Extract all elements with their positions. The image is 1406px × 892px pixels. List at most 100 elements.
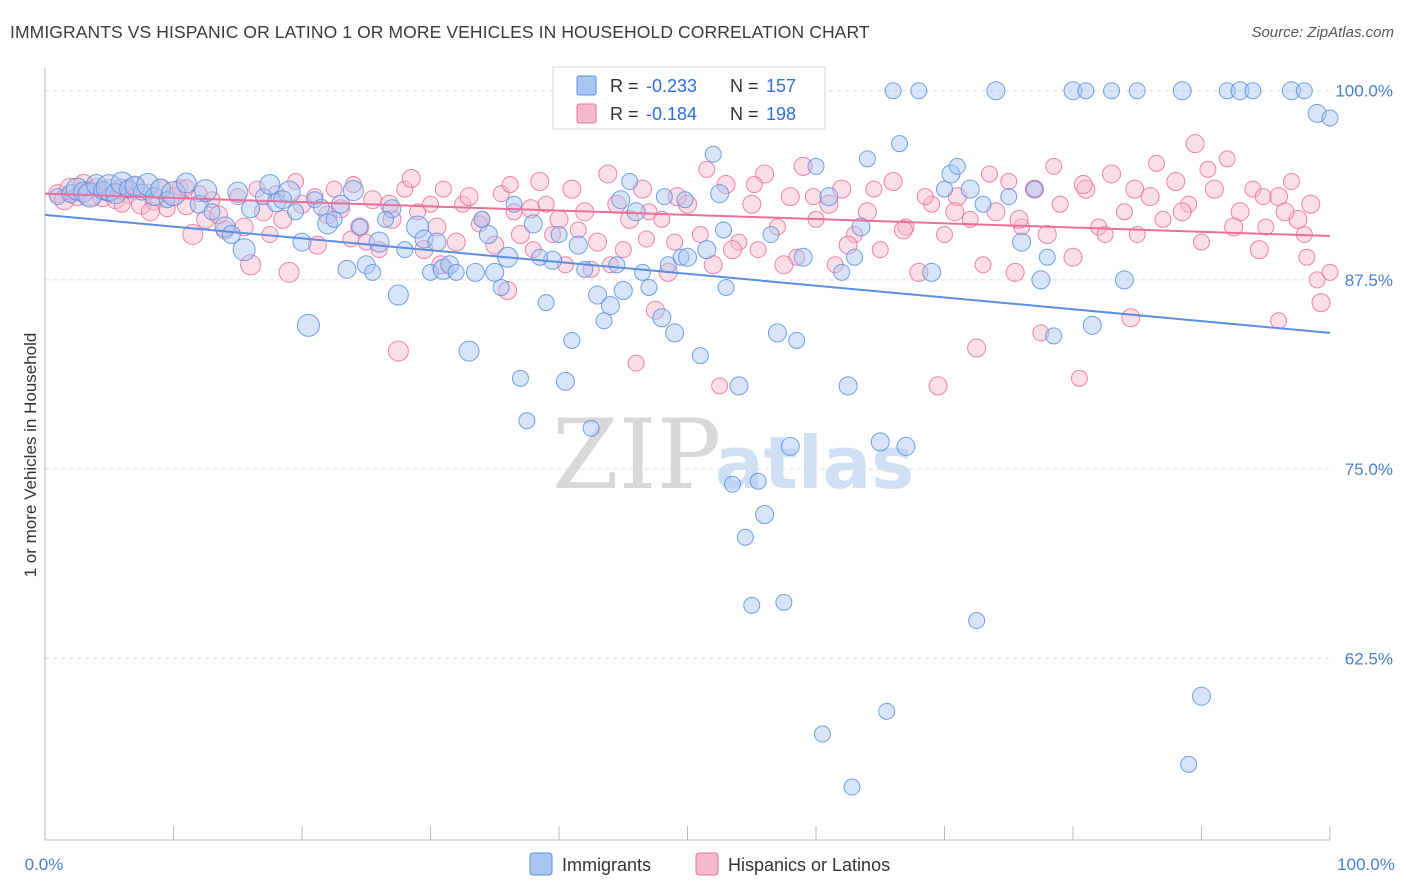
immigrants-point-47 (414, 229, 434, 249)
hispanics-point-169 (1073, 175, 1093, 195)
immigrants-point-71 (595, 312, 613, 330)
hispanics-point-150 (501, 176, 519, 194)
hispanics-point-115 (1000, 173, 1018, 191)
immigrants-point-66 (563, 331, 581, 349)
hispanics-point-116 (1005, 262, 1025, 282)
immigrants-point-133 (1218, 82, 1236, 100)
immigrants-point-107 (884, 82, 902, 100)
hispanics-point-123 (1070, 369, 1088, 387)
hispanics-point-48 (401, 169, 421, 189)
immigrants-point-57 (492, 278, 510, 296)
immigrants-point-42 (368, 231, 390, 253)
immigrants-point-76 (626, 202, 646, 222)
immigrants-point-89 (736, 528, 754, 546)
hispanics-point-118 (1024, 179, 1044, 199)
hispanics-point-66 (549, 209, 569, 229)
hispanics-point-165 (945, 202, 965, 222)
hispanics-point-187 (177, 179, 195, 197)
immigrants-point-38 (342, 180, 364, 202)
hispanics-point-176 (1254, 188, 1272, 206)
immigrants-point-18 (175, 172, 197, 194)
x-tick-label-left: 0.0% (25, 855, 64, 874)
hispanics-point-83 (666, 233, 684, 251)
immigrants-point-80 (665, 323, 685, 343)
hispanics-point-59 (492, 185, 510, 203)
immigrants-point-121 (1031, 270, 1051, 290)
hispanics-point-168 (1045, 157, 1063, 175)
grid-lines (45, 90, 1330, 659)
hispanics-point-38 (325, 180, 343, 198)
immigrants-point-64 (550, 226, 568, 244)
immigrants-point-24 (227, 181, 249, 203)
immigrants-point-106 (870, 432, 890, 452)
hispanics-point-103 (871, 241, 889, 259)
immigrants-point-85 (710, 184, 730, 204)
immigrants-point-130 (1172, 81, 1192, 101)
y-axis-label: 1 or more Vehicles in Household (21, 333, 40, 578)
immigrants-point-78 (652, 308, 672, 328)
hispanics-point-163 (893, 220, 913, 240)
y-tick-label-2: 75.0% (1345, 460, 1393, 479)
immigrants-point-7 (95, 174, 123, 202)
immigrants-point-128 (1114, 270, 1134, 290)
watermark-zip: ZIP (552, 399, 721, 511)
immigrants-point-109 (910, 82, 928, 100)
hispanics-point-104 (883, 172, 903, 192)
immigrants-trend-line (44, 213, 1331, 334)
hispanics-point-72 (588, 232, 608, 252)
hispanics-point-69 (569, 221, 587, 239)
bottom-swatch-immigrants (529, 852, 553, 876)
immigrants-point-91 (749, 472, 767, 490)
hispanics-point-64 (530, 172, 550, 192)
immigrants-point-153 (377, 210, 395, 228)
hispanics-point-133 (1180, 195, 1198, 213)
legend-n-value-2: 198 (766, 104, 796, 124)
hispanics-point-79 (640, 203, 658, 221)
hispanics-point-120 (1037, 225, 1057, 245)
hispanics-point-158 (745, 176, 763, 194)
immigrants-point-60 (518, 412, 536, 430)
immigrants-point-145 (611, 190, 631, 210)
hispanics-point-62 (510, 225, 530, 245)
legend-swatch-hispanics (576, 103, 597, 124)
hispanics-point-156 (698, 160, 716, 178)
hispanics-point-81 (653, 210, 671, 228)
hispanics-point-101 (846, 226, 864, 244)
hispanics-point-94 (780, 187, 800, 207)
hispanics-point-136 (1204, 179, 1224, 199)
stats-legend: R = -0.233 N = 157 R = -0.184 N = 198 (552, 66, 826, 130)
watermark-atlas: atlas (715, 421, 914, 505)
immigrants-point-97 (788, 331, 806, 349)
series-legend: Immigrants Hispanics or Latinos (529, 852, 890, 876)
immigrants-point-103 (846, 248, 864, 266)
hispanics-point-85 (691, 226, 709, 244)
immigrants-point-139 (1321, 109, 1339, 127)
hispanics-point-143 (1282, 173, 1300, 191)
x-ticks (44, 826, 1331, 840)
legend-r-label-2: R = (610, 104, 639, 124)
immigrants-point-92 (755, 505, 775, 525)
hispanics-point-162 (865, 180, 883, 198)
immigrants-point-111 (936, 180, 953, 198)
y-tick-label-3: 62.5% (1345, 649, 1393, 668)
hispanics-point-41 (350, 217, 370, 237)
immigrants-point-87 (723, 475, 741, 493)
immigrants-point-46 (406, 215, 430, 239)
immigrants-point-117 (986, 81, 1006, 101)
immigrants-point-152 (478, 225, 498, 245)
bottom-legend-hispanics: Hispanics or Latinos (728, 855, 890, 875)
chart-title: IMMIGRANTS VS HISPANIC OR LATINO 1 OR MO… (10, 22, 870, 42)
immigrants-point-118 (1000, 188, 1018, 206)
immigrants-point-23 (221, 225, 241, 245)
hispanics-point-89 (730, 233, 748, 251)
immigrants-point-129 (1128, 82, 1146, 100)
hispanics-point-109 (936, 226, 953, 244)
stats-legend-box (552, 66, 826, 130)
hispanics-point-75 (614, 241, 632, 259)
immigrants-point-84 (704, 145, 722, 163)
immigrants-point-25 (232, 238, 256, 262)
immigrants-point-88 (729, 376, 749, 396)
hispanics-point-132 (1166, 172, 1186, 192)
immigrants-point-114 (960, 179, 980, 199)
